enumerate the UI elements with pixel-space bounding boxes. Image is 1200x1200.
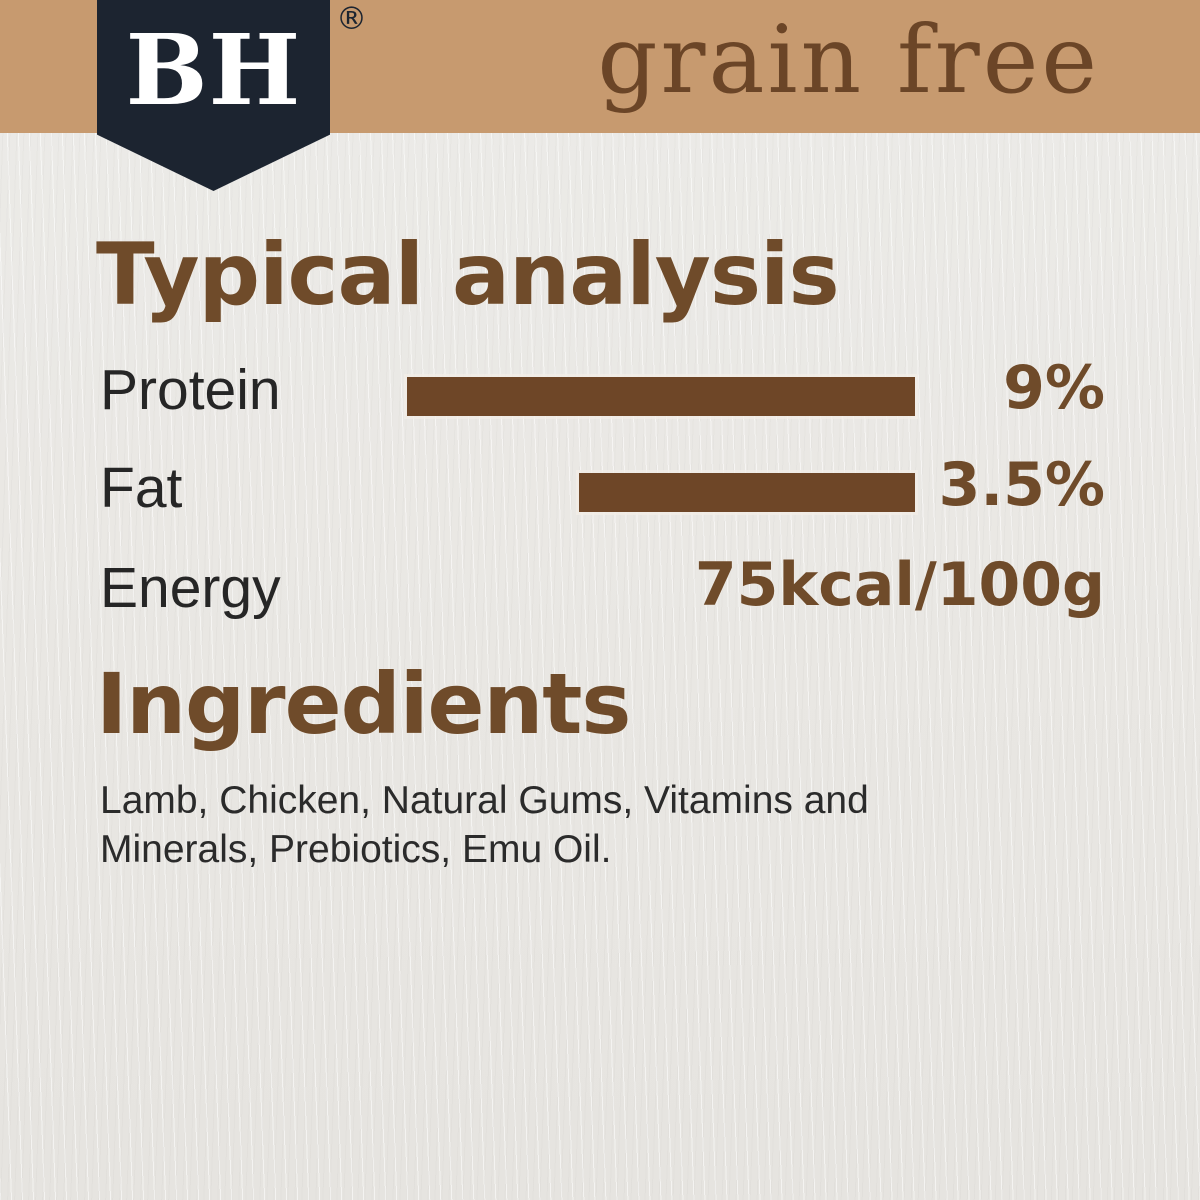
- fat-bar: [579, 473, 915, 512]
- grain-free-tagline: grain free: [597, 6, 1100, 115]
- energy-value: 75kcal/100g: [694, 550, 1105, 620]
- ingredients-list: Lamb, Chicken, Natural Gums, Vitamins an…: [100, 779, 869, 871]
- brand-logo: BH: [125, 13, 302, 127]
- fat-value: 3.5%: [938, 450, 1105, 520]
- typical-analysis-title: Typical analysis: [96, 225, 840, 325]
- protein-label: Protein: [100, 358, 281, 422]
- ingredients-title: Ingredients: [96, 655, 631, 753]
- energy-label: Energy: [100, 556, 281, 620]
- brand-badge: BH: [97, 0, 330, 191]
- protein-value: 9%: [1003, 353, 1105, 423]
- registered-trademark-icon: ®: [336, 1, 367, 37]
- fat-label: Fat: [100, 456, 183, 520]
- protein-bar: [407, 377, 915, 416]
